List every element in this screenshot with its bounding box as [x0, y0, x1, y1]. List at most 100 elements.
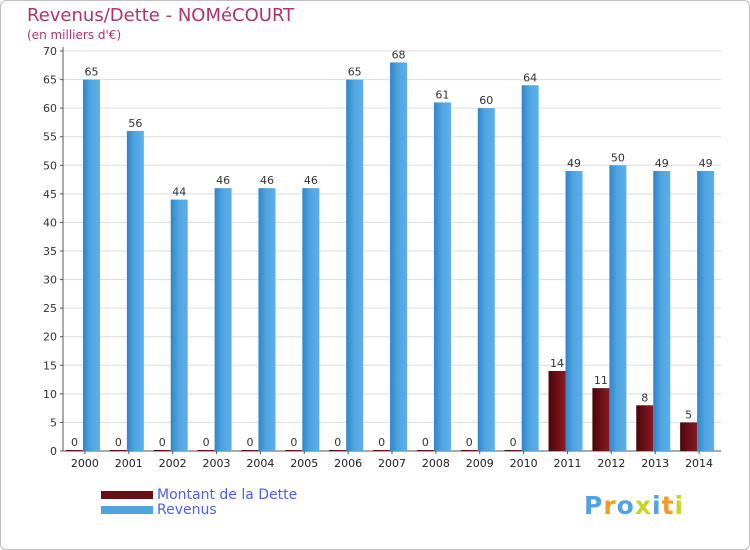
debt-value-label: 0 — [246, 436, 253, 449]
debt-value-label: 14 — [550, 357, 564, 370]
debt-value-label: 0 — [115, 436, 122, 449]
y-tick-label: 45 — [43, 188, 57, 201]
y-tick-label: 20 — [43, 331, 57, 344]
x-tick-label: 2007 — [378, 457, 406, 470]
revenue-value-label: 44 — [172, 186, 186, 199]
debt-value-label: 0 — [203, 436, 210, 449]
debt-value-label: 0 — [290, 436, 297, 449]
x-tick-label: 2011 — [553, 457, 581, 470]
x-tick-label: 2012 — [597, 457, 625, 470]
x-tick-label: 2005 — [290, 457, 318, 470]
debt-value-label: 8 — [641, 391, 648, 404]
debt-bar — [592, 388, 610, 451]
debt-bar — [329, 450, 347, 451]
x-tick-label: 2002 — [159, 457, 187, 470]
debt-bar — [504, 450, 522, 451]
y-tick-label: 50 — [43, 159, 57, 172]
revenue-bar — [609, 165, 627, 452]
revenue-value-label: 49 — [699, 157, 713, 170]
proxiti-logo: Proxiti — [584, 491, 685, 520]
x-tick-label: 2003 — [203, 457, 231, 470]
revenue-value-label: 50 — [611, 151, 625, 164]
revenue-bar — [170, 199, 188, 451]
x-tick-label: 2014 — [685, 457, 713, 470]
x-tick-label: 2013 — [641, 457, 669, 470]
revenue-value-label: 49 — [655, 157, 669, 170]
y-tick-label: 0 — [50, 445, 57, 458]
revenue-value-label: 46 — [260, 174, 274, 187]
y-tick-label: 25 — [43, 302, 57, 315]
legend-item-debt: Montant de la Dette — [101, 486, 298, 503]
debt-bar — [109, 450, 127, 451]
revenue-bar — [565, 171, 583, 451]
debt-bar — [153, 450, 171, 451]
y-tick-label: 35 — [43, 245, 57, 258]
legend-swatch-debt — [101, 490, 153, 499]
revenue-value-label: 46 — [216, 174, 230, 187]
debt-bar — [66, 450, 83, 451]
x-tick-label: 2006 — [334, 457, 362, 470]
x-tick-label: 2000 — [71, 457, 99, 470]
revenue-value-label: 65 — [348, 66, 362, 79]
debt-value-label: 11 — [594, 374, 608, 387]
revenue-bar — [390, 62, 408, 452]
legend-item-revenue: Revenus — [101, 501, 297, 518]
x-tick-label: 2001 — [115, 457, 143, 470]
debt-value-label: 0 — [71, 436, 78, 449]
revenue-bar — [83, 79, 100, 452]
chart-title: Revenus/Dette - NOMéCOURT — [27, 5, 295, 26]
chart-subtitle: (en milliers d'€) — [27, 28, 122, 42]
x-tick-label: 2010 — [510, 457, 538, 470]
debt-bar — [285, 450, 303, 451]
debt-bar — [373, 450, 391, 451]
legend-label-debt: Montant de la Dette — [157, 486, 298, 503]
legend: Montant de la Dette Revenus — [101, 486, 298, 518]
revenue-value-label: 65 — [85, 66, 99, 79]
revenue-value-label: 64 — [523, 71, 537, 84]
y-tick-label: 55 — [43, 131, 57, 144]
legend-swatch-revenue — [101, 505, 153, 514]
debt-bar — [416, 450, 434, 451]
revenue-bar — [477, 108, 495, 452]
revenue-bar — [433, 102, 451, 451]
debt-bar — [548, 371, 566, 451]
x-tick-label: 2008 — [422, 457, 450, 470]
debt-bar — [680, 422, 698, 451]
revenue-value-label: 61 — [435, 88, 449, 101]
revenue-bar — [302, 188, 320, 451]
debt-bar — [197, 450, 215, 451]
revenue-bar — [653, 171, 671, 451]
debt-bar — [241, 450, 259, 451]
x-tick-label: 2009 — [466, 457, 494, 470]
debt-value-label: 0 — [159, 436, 166, 449]
y-tick-label: 60 — [43, 102, 57, 115]
debt-value-label: 0 — [510, 436, 517, 449]
y-tick-label: 30 — [43, 274, 57, 287]
debt-value-label: 0 — [422, 436, 429, 449]
debt-bar — [460, 450, 478, 451]
revenue-value-label: 60 — [479, 94, 493, 107]
revenue-value-label: 49 — [567, 157, 581, 170]
debt-bar — [636, 405, 654, 451]
revenue-value-label: 56 — [128, 117, 142, 130]
debt-value-label: 0 — [334, 436, 341, 449]
y-tick-label: 65 — [43, 74, 57, 87]
debt-value-label: 0 — [466, 436, 473, 449]
revenue-bar — [346, 79, 364, 452]
x-tick-label: 2004 — [246, 457, 274, 470]
legend-label-revenue: Revenus — [157, 501, 217, 518]
revenue-bar — [214, 188, 232, 451]
y-tick-label: 10 — [43, 388, 57, 401]
debt-value-label: 0 — [378, 436, 385, 449]
revenue-bar — [258, 188, 276, 451]
y-tick-label: 70 — [43, 45, 57, 58]
y-tick-label: 15 — [43, 359, 57, 372]
debt-value-label: 5 — [685, 408, 692, 421]
y-tick-label: 40 — [43, 216, 57, 229]
revenue-bar — [697, 171, 715, 451]
revenue-value-label: 68 — [392, 48, 406, 61]
y-tick-label: 5 — [50, 416, 57, 429]
revenue-bar — [126, 131, 144, 451]
